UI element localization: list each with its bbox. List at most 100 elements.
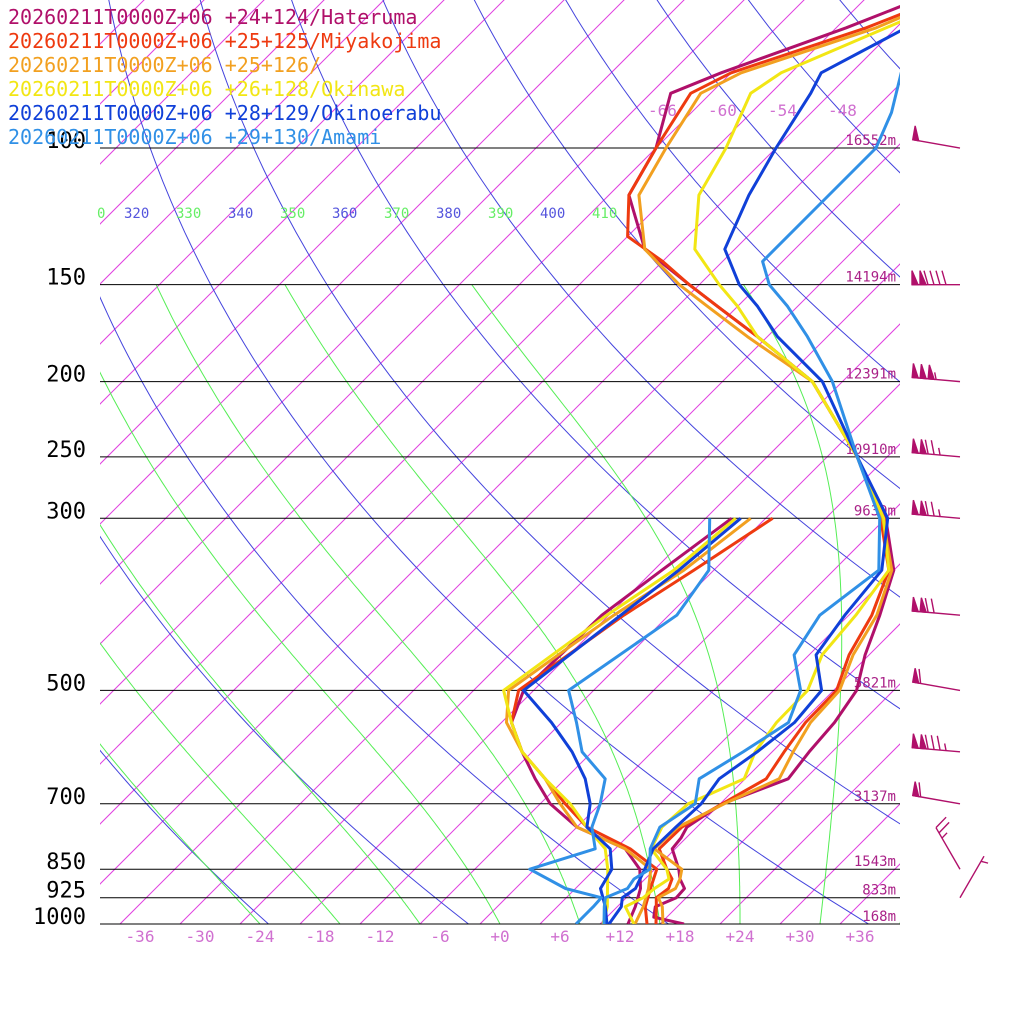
temperature-line-3 (623, 20, 900, 924)
pressure-label: 500 (46, 671, 86, 696)
wind-barb (911, 733, 961, 753)
legend-entry: 20260211T0000Z+06 +28+129/Okinoerabu (8, 101, 441, 125)
legend-entry: 20260211T0000Z+06 +26+128/Okinawa (8, 77, 405, 101)
height-label: 12391m (845, 367, 896, 383)
isotherm-line (239, 263, 900, 924)
moist-adiabat-lines (100, 284, 900, 924)
theta-label: 390 (488, 206, 513, 222)
dry-adiabat-line (839, 0, 900, 70)
isotherm-line (539, 563, 900, 924)
temperature-line-4 (607, 29, 900, 924)
temperature-tick-labels: -36 -30 -24 -18 -12 -6 +0 +6 +12 +18 +24 +30 +36 (126, 927, 875, 946)
temperature-line-5 (602, 71, 900, 924)
moist-adiabat-line (100, 371, 501, 924)
isotherm-top-labels: -66 -60 -54 -48 (648, 101, 857, 120)
moist-adiabat-line (471, 284, 741, 924)
isotherm-line (659, 683, 900, 924)
wind-barb (911, 499, 961, 519)
temperature-tick-label: -18 (306, 927, 335, 946)
temperature-tick-label: -36 (126, 927, 155, 946)
isotherm-line (479, 503, 900, 924)
wind-barb (911, 270, 961, 286)
wind-barb (911, 596, 961, 616)
isotherm-line (100, 23, 900, 825)
temperature-tick-label: -30 (186, 927, 215, 946)
pressure-label: 1000 (33, 905, 86, 930)
height-label: 833m (862, 883, 896, 899)
temperature-tick-label: +30 (786, 927, 815, 946)
theta-label: 0 (97, 206, 105, 222)
dry-adiabat-line (108, 0, 870, 924)
wind-barb (935, 816, 961, 870)
theta-label: 360 (332, 206, 357, 222)
height-label: 168m (862, 909, 896, 925)
dry-adiabat-line (747, 0, 900, 174)
dewpoint-line-5 (528, 518, 712, 924)
pressure-lines (100, 147, 900, 925)
isotherm-line (100, 0, 685, 585)
isotherm-line (599, 623, 900, 924)
temperature-line-0 (627, 5, 900, 924)
legend-entry: 20260211T0000Z+06 +25+126/ (8, 53, 321, 77)
isotherm-line (100, 0, 865, 765)
pressure-label: 200 (46, 363, 86, 388)
pressure-label: 300 (46, 499, 86, 524)
height-label: 16552m (845, 133, 896, 149)
theta-label: 400 (540, 206, 565, 222)
isotherm-line (419, 443, 900, 924)
dry-adiabat-line (291, 0, 900, 710)
pressure-label: 150 (46, 266, 86, 291)
isotherm-line (100, 0, 625, 525)
isotherm-line (779, 803, 900, 924)
temperature-tick-label: +18 (666, 927, 695, 946)
temperature-tick-label: +24 (726, 927, 755, 946)
temperature-tick-label: -24 (246, 927, 275, 946)
height-label: 10910m (845, 442, 896, 458)
sounding-series (502, 5, 900, 924)
pressure-label: 100 (46, 129, 86, 154)
temperature-tick-label: +0 (490, 927, 509, 946)
isotherm-label: -48 (828, 101, 857, 120)
dry-adiabat-line (100, 535, 470, 924)
wind-barb (911, 125, 961, 149)
dry-adiabat-line (793, 0, 1024, 940)
pressure-label: 850 (46, 850, 86, 875)
temperature-tick-label: +12 (606, 927, 635, 946)
pressure-label: 700 (46, 785, 86, 810)
dry-adiabat-line (382, 0, 900, 598)
dry-adiabat-line (100, 296, 670, 924)
isotherm-line (359, 383, 900, 924)
wind-barb (959, 855, 989, 899)
theta-label: 320 (124, 206, 149, 222)
height-label: 3137m (854, 789, 896, 805)
wind-barbs (911, 125, 989, 899)
legend-entry: 20260211T0000Z+06 +29+130/Amami (8, 125, 381, 149)
dry-adiabat-line (199, 0, 900, 825)
isotherm-label: -60 (708, 101, 737, 120)
moist-adiabat-line (155, 284, 581, 924)
legend-entry: 20260211T0000Z+06 +24+124/Hateruma (8, 5, 417, 29)
temperature-tick-label: -6 (430, 927, 449, 946)
moist-adiabat-line (100, 523, 421, 924)
moist-adiabat-line (100, 743, 261, 924)
wind-barb (911, 363, 961, 383)
height-label: 14194m (845, 270, 896, 286)
temperature-line-2 (637, 16, 900, 924)
isotherm-line (100, 0, 445, 345)
wind-barb (911, 781, 961, 805)
theta-labels: 0 320 330 340 350 360 370 380 390 400 410 (97, 206, 617, 222)
isotherm-line (100, 0, 745, 645)
theta-label: 410 (592, 206, 617, 222)
moist-adiabat-line (100, 642, 341, 924)
theta-label: 370 (384, 206, 409, 222)
isotherm-label: -66 (648, 101, 677, 120)
legend-entry: 20260211T0000Z+06 +25+125/Miyakojima (8, 29, 441, 53)
dry-adiabat-line (565, 0, 900, 383)
isotherm-line (100, 83, 900, 885)
theta-label: 350 (280, 206, 305, 222)
dry-adiabat-line (473, 0, 900, 490)
isotherm-label: -54 (768, 101, 797, 120)
dry-adiabat-line (933, 0, 1024, 940)
